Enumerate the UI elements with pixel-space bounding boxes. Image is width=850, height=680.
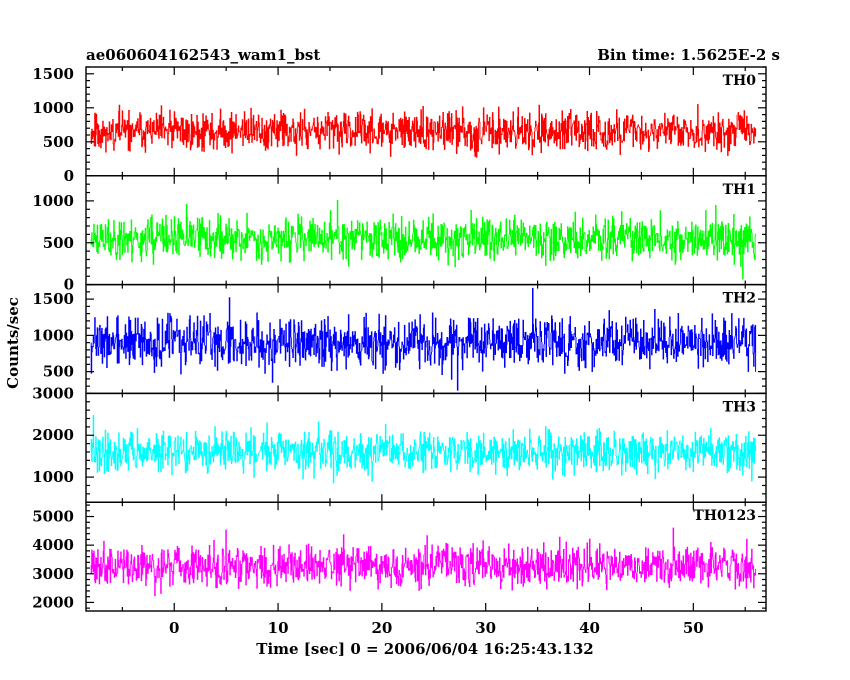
- y-tick-label: 3000: [32, 384, 74, 402]
- y-tick-label: 500: [43, 363, 74, 381]
- y-tick-label: 0: [64, 276, 74, 294]
- y-tick-label: 0: [64, 167, 74, 185]
- y-tick-label: 1000: [32, 192, 74, 210]
- y-tick-label: 2000: [32, 426, 74, 444]
- series-th3-line: [90, 415, 757, 484]
- y-tick-label: 2000: [32, 593, 74, 611]
- y-axis-label: Counts/sec: [4, 297, 22, 389]
- series-label-th3: TH3: [723, 399, 756, 415]
- y-tick-label: 3000: [32, 565, 74, 583]
- x-tick-label: 50: [683, 619, 704, 637]
- panel-frame: [85, 175, 767, 286]
- series-th1-line: [90, 200, 757, 280]
- y-tick-label: 1000: [32, 468, 74, 486]
- x-tick-label: 30: [475, 619, 496, 637]
- series-label-th2: TH2: [723, 291, 756, 307]
- x-tick-label: 10: [268, 619, 289, 637]
- x-axis-label: Time [sec] 0 = 2006/06/04 16:25:43.132: [256, 640, 593, 658]
- y-tick-label: 1000: [32, 326, 74, 344]
- y-tick-label: 500: [43, 133, 74, 151]
- y-tick-label: 500: [43, 234, 74, 252]
- series-label-th0123: TH0123: [693, 508, 756, 524]
- panel-frame: [85, 501, 767, 612]
- series-label-th0: TH0: [723, 73, 757, 89]
- y-tick-label: 4000: [32, 536, 74, 554]
- y-tick-label: 1500: [32, 290, 74, 308]
- series-label-th1: TH1: [723, 182, 756, 198]
- y-tick-label: 5000: [32, 508, 74, 526]
- series-th2-line: [90, 287, 757, 391]
- series-th0-line: [90, 104, 757, 158]
- y-tick-label: 1500: [32, 65, 74, 83]
- y-tick-label: 1000: [32, 99, 74, 117]
- chart-title: ae060604162543_wam1_bst: [86, 46, 320, 64]
- bin-time-label: Bin time: 1.5625E-2 s: [597, 46, 780, 64]
- series-th0123-line: [90, 527, 757, 597]
- x-tick-label: 0: [169, 619, 179, 637]
- x-tick-label: 20: [371, 619, 392, 637]
- x-tick-label: 40: [579, 619, 600, 637]
